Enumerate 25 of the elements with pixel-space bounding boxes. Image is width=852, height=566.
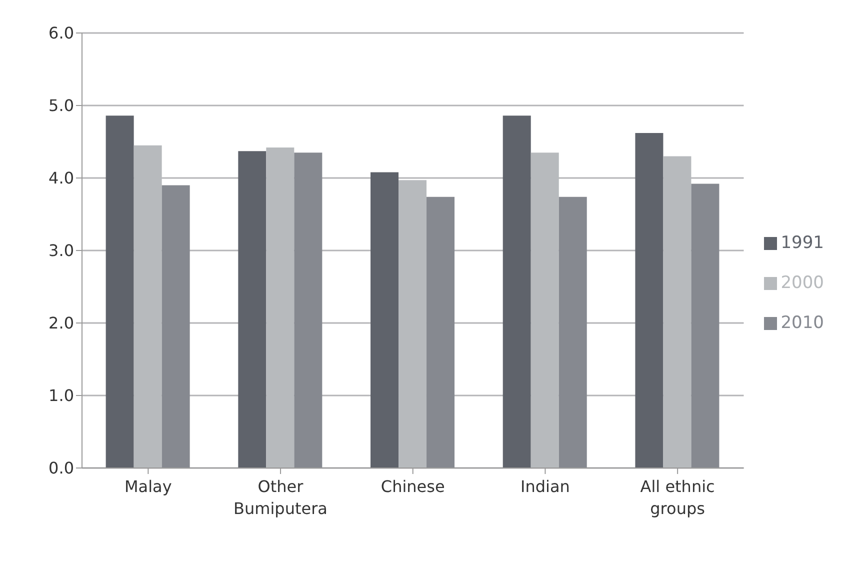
bar (106, 116, 134, 468)
bar (691, 184, 720, 468)
legend-label: 2010 (780, 313, 824, 333)
bar (238, 151, 266, 468)
x-tick-label: Malay (124, 477, 172, 496)
y-tick-label: 5.0 (48, 96, 74, 116)
y-tick-label: 0.0 (48, 458, 74, 478)
x-tick-label: All ethnic groups (640, 477, 715, 518)
bar (162, 185, 190, 468)
bar (294, 152, 322, 468)
x-tick-label: Chinese (380, 477, 445, 496)
bar (558, 196, 587, 468)
y-tick-label: 2.0 (48, 314, 74, 333)
bar (502, 116, 531, 468)
legend-label: 1991 (780, 233, 824, 253)
y-tick-label: 1.0 (48, 386, 74, 406)
y-tick-label: 6.0 (48, 24, 74, 43)
bar (635, 133, 664, 468)
y-tick-label: 4.0 (48, 168, 74, 188)
x-tick-label: Indian (520, 477, 570, 496)
legend-label: 2000 (780, 273, 824, 293)
x-tick-label: Other Bumiputera (234, 477, 328, 518)
bar (370, 172, 399, 468)
bar (426, 196, 455, 468)
y-tick-label: 3.0 (48, 241, 74, 260)
